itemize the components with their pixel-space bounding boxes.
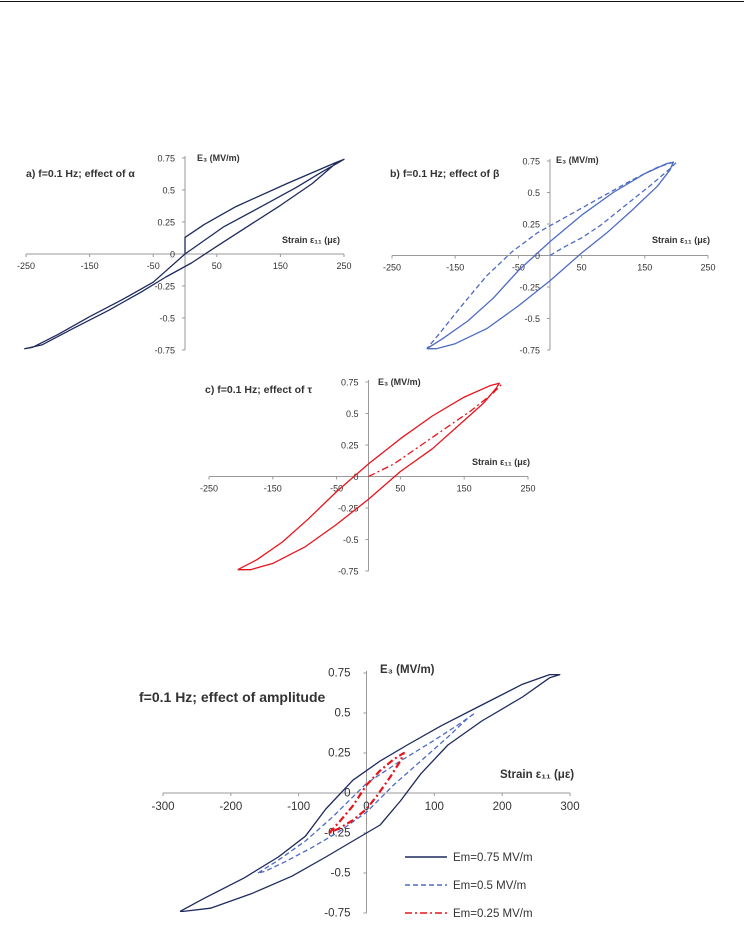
page-top-rule bbox=[0, 1, 744, 2]
b-y-tick-label: 0.5 bbox=[527, 188, 540, 198]
b-series-line-2 bbox=[426, 161, 678, 350]
b-chart-title: b) f=0.1 Hz; effect of β bbox=[390, 168, 500, 180]
c-x-tick-label: -150 bbox=[264, 484, 282, 494]
b-y-tick-label: 0.25 bbox=[522, 220, 540, 230]
c-y-tick-label: -0.75 bbox=[338, 567, 359, 577]
c-x-tick-label: 50 bbox=[395, 484, 405, 494]
c-series-line-2 bbox=[368, 382, 503, 478]
d-y-tick-label: 0.5 bbox=[335, 708, 351, 720]
b-x-tick-label: 150 bbox=[637, 263, 652, 273]
a-y-tick-label: 0.75 bbox=[157, 154, 175, 164]
c-series-line-1 bbox=[237, 382, 500, 571]
a-y-tick-label: -0.5 bbox=[159, 314, 175, 324]
c-y-tick-label: 0.25 bbox=[341, 441, 359, 451]
b-y-tick-label: -0.75 bbox=[519, 346, 540, 356]
a-x-tick-label: -50 bbox=[147, 261, 160, 271]
d-x-axis-label: Strain ε₁₁ (με) bbox=[500, 769, 574, 781]
b-y-tick-label: -0.5 bbox=[524, 314, 540, 324]
c-chart-title: c) f=0.1 Hz; effect of τ bbox=[205, 384, 312, 396]
b-x-tick-label: -150 bbox=[446, 263, 464, 273]
b-series-line-1 bbox=[426, 161, 674, 350]
a-x-tick-label: -250 bbox=[17, 261, 35, 271]
a-x-tick-label: 150 bbox=[273, 261, 288, 271]
d-x-tick-label: -300 bbox=[151, 801, 174, 813]
c-y-tick-label: 0 bbox=[353, 472, 358, 482]
d-y-tick-label: -0.5 bbox=[331, 868, 351, 880]
d-x-tick-label: 200 bbox=[493, 801, 512, 813]
b-x-tick-label: -250 bbox=[383, 263, 401, 273]
d-series-line-1 bbox=[179, 673, 561, 913]
d-legend-label: Em=0.75 MV/m bbox=[453, 852, 533, 864]
a-x-tick-label: 250 bbox=[336, 261, 351, 271]
c-y-tick-label: -0.5 bbox=[343, 535, 359, 545]
d-y-tick-label: 0.25 bbox=[328, 748, 350, 760]
a-y-tick-label: -0.75 bbox=[154, 346, 175, 356]
c-y-tick-label: -0.25 bbox=[338, 504, 359, 514]
a-chart-title: a) f=0.1 Hz; effect of α bbox=[26, 168, 135, 180]
b-x-axis-label: Strain ε₁₁ (με) bbox=[652, 235, 710, 245]
b-y-tick-label: 0 bbox=[535, 251, 540, 261]
a-x-axis-label: Strain ε₁₁ (με) bbox=[282, 235, 340, 245]
a-x-tick-label: 50 bbox=[212, 261, 222, 271]
a-y-tick-label: 0.5 bbox=[162, 186, 175, 196]
c-x-axis-label: Strain ε₁₁ (με) bbox=[472, 457, 530, 467]
c-x-tick-label: 250 bbox=[520, 484, 535, 494]
a-y-tick-label: -0.25 bbox=[154, 282, 175, 292]
c-x-tick-label: -250 bbox=[200, 484, 218, 494]
a-series-line-1 bbox=[24, 158, 345, 350]
b-x-tick-label: 50 bbox=[577, 263, 587, 273]
a-y-tick-label: 0.25 bbox=[157, 218, 175, 228]
d-series-line-2 bbox=[257, 712, 476, 874]
b-y-tick-label: -0.25 bbox=[519, 283, 540, 293]
b-x-tick-label: -50 bbox=[512, 263, 525, 273]
d-y-axis-label: E₃ (MV/m) bbox=[380, 664, 435, 676]
d-x-tick-label: 300 bbox=[560, 801, 579, 813]
d-x-tick-label: -200 bbox=[219, 801, 242, 813]
d-chart-title: f=0.1 Hz; effect of amplitude bbox=[139, 689, 326, 705]
d-x-tick-label: 0 bbox=[363, 801, 369, 813]
c-y-tick-label: 0.5 bbox=[346, 409, 359, 419]
d-y-tick-label: 0.75 bbox=[328, 668, 350, 680]
b-y-axis-label: E₃ (MV/m) bbox=[556, 155, 599, 165]
c-x-tick-label: -50 bbox=[330, 484, 343, 494]
c-y-tick-label: 0.75 bbox=[341, 378, 359, 388]
a-x-tick-label: -150 bbox=[81, 261, 99, 271]
b-x-tick-label: 250 bbox=[700, 263, 715, 273]
a-y-tick-label: 0 bbox=[170, 250, 175, 260]
d-y-tick-label: 0 bbox=[344, 788, 350, 800]
c-x-tick-label: 150 bbox=[457, 484, 472, 494]
d-x-tick-label: 100 bbox=[425, 801, 444, 813]
d-legend-label: Em=0.25 MV/m bbox=[453, 908, 533, 920]
b-y-tick-label: 0.75 bbox=[522, 157, 540, 167]
d-x-tick-label: -100 bbox=[287, 801, 310, 813]
d-series-line-3 bbox=[328, 751, 405, 834]
c-y-axis-label: E₃ (MV/m) bbox=[378, 377, 421, 387]
d-legend-label: Em=0.5 MV/m bbox=[453, 880, 526, 892]
a-y-axis-label: E₃ (MV/m) bbox=[197, 153, 240, 163]
d-y-tick-label: -0.75 bbox=[324, 908, 350, 920]
